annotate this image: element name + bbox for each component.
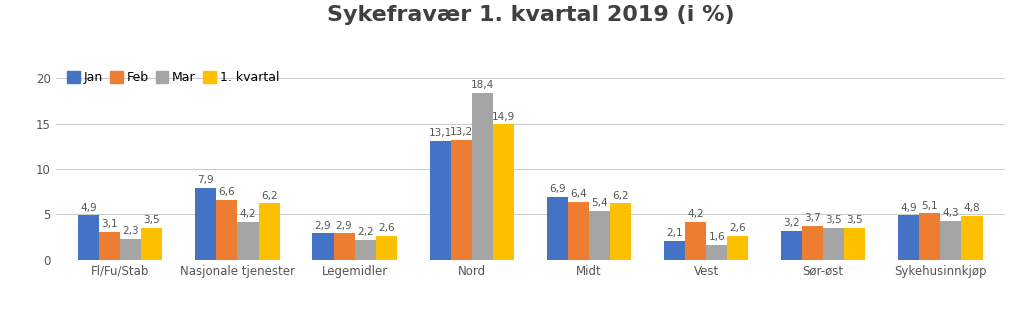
Text: 4,2: 4,2 xyxy=(687,209,703,219)
Bar xyxy=(141,228,162,260)
Text: 18,4: 18,4 xyxy=(471,80,494,90)
Text: 2,9: 2,9 xyxy=(315,221,331,231)
Bar xyxy=(259,203,279,260)
Text: 6,4: 6,4 xyxy=(570,189,587,199)
Legend: Jan, Feb, Mar, 1. kvartal: Jan, Feb, Mar, 1. kvartal xyxy=(62,66,284,89)
Bar xyxy=(78,215,99,260)
Text: 1,6: 1,6 xyxy=(708,232,725,242)
Bar xyxy=(120,239,141,260)
Text: 2,6: 2,6 xyxy=(378,223,395,233)
Bar xyxy=(961,216,983,260)
Bar xyxy=(664,241,685,260)
Text: 6,9: 6,9 xyxy=(549,184,565,194)
Bar xyxy=(334,233,354,260)
Bar xyxy=(472,93,493,260)
Bar xyxy=(844,228,866,260)
Text: 5,4: 5,4 xyxy=(591,198,608,208)
Text: 3,7: 3,7 xyxy=(805,213,821,223)
Text: 4,9: 4,9 xyxy=(80,202,97,212)
Bar xyxy=(313,233,334,260)
Text: 6,6: 6,6 xyxy=(218,187,235,197)
Text: 2,1: 2,1 xyxy=(666,228,683,238)
Bar xyxy=(802,226,823,260)
Bar xyxy=(376,236,397,260)
Bar xyxy=(920,213,941,260)
Text: 2,3: 2,3 xyxy=(123,226,139,236)
Text: 5,1: 5,1 xyxy=(922,201,938,211)
Bar xyxy=(823,228,844,260)
Text: 4,3: 4,3 xyxy=(943,208,959,218)
Text: 14,9: 14,9 xyxy=(491,112,515,122)
Bar xyxy=(99,231,120,260)
Text: 3,5: 3,5 xyxy=(825,215,842,225)
Text: 4,8: 4,8 xyxy=(963,203,980,213)
Text: 6,2: 6,2 xyxy=(612,191,629,201)
Bar xyxy=(216,200,238,260)
Bar xyxy=(898,215,920,260)
Text: 3,2: 3,2 xyxy=(784,218,800,228)
Text: 6,2: 6,2 xyxy=(261,191,277,201)
Text: 13,1: 13,1 xyxy=(428,128,452,138)
Text: 3,1: 3,1 xyxy=(102,219,118,229)
Text: 13,2: 13,2 xyxy=(450,127,473,137)
Bar xyxy=(706,245,727,260)
Text: 3,5: 3,5 xyxy=(143,215,160,225)
Text: 2,2: 2,2 xyxy=(357,227,374,237)
Bar xyxy=(238,221,259,260)
Bar xyxy=(727,236,748,260)
Bar xyxy=(941,221,961,260)
Bar xyxy=(354,240,376,260)
Bar xyxy=(493,125,514,260)
Text: 3,5: 3,5 xyxy=(847,215,863,225)
Bar xyxy=(547,197,567,260)
Bar xyxy=(782,231,802,260)
Bar xyxy=(195,188,216,260)
Bar xyxy=(685,221,706,260)
Bar xyxy=(610,203,631,260)
Bar xyxy=(567,201,589,260)
Text: 2,9: 2,9 xyxy=(336,221,352,231)
Text: 7,9: 7,9 xyxy=(198,175,214,185)
Text: 4,2: 4,2 xyxy=(240,209,256,219)
Bar xyxy=(451,140,472,260)
Bar xyxy=(589,211,610,260)
Bar xyxy=(429,141,451,260)
Text: 2,6: 2,6 xyxy=(730,223,746,233)
Title: Sykefravær 1. kvartal 2019 (i %): Sykefravær 1. kvartal 2019 (i %) xyxy=(327,5,734,25)
Text: 4,9: 4,9 xyxy=(900,202,918,212)
